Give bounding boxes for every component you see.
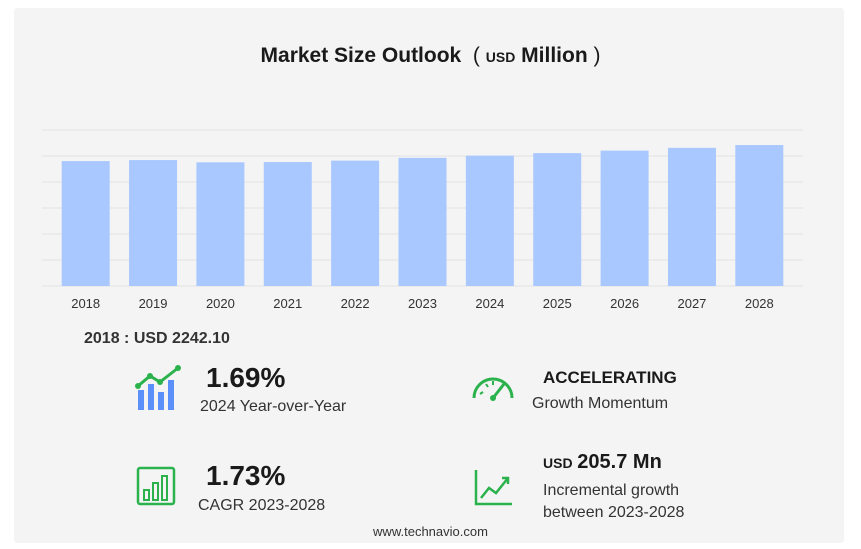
- incremental-label-line2: between 2023-2028: [543, 504, 685, 521]
- bar-2022: [331, 160, 380, 286]
- bar-2019: [129, 160, 178, 286]
- momentum-value: ACCELERATING: [543, 368, 677, 387]
- title-unit-close: ): [587, 44, 601, 67]
- yoy-value: 1.69%: [206, 362, 286, 393]
- momentum-label: Growth Momentum: [532, 395, 669, 412]
- bar-2021: [263, 162, 312, 286]
- cagr-label: CAGR 2023-2028: [198, 497, 326, 514]
- bar-2028: [735, 145, 784, 286]
- x-tick-label-2026: 2026: [610, 296, 639, 311]
- incremental-amount: 205.7 Mn: [577, 451, 662, 473]
- bar-2023: [398, 157, 447, 286]
- bar-2018: [61, 161, 110, 286]
- x-tick-label-2018: 2018: [71, 296, 100, 311]
- bar-2025: [533, 153, 582, 286]
- x-tick-label-2019: 2019: [139, 296, 168, 311]
- growth-chart-icon: [135, 365, 181, 410]
- x-tick-label-2025: 2025: [543, 296, 572, 311]
- bar-2026: [600, 150, 649, 286]
- bar-2024: [465, 155, 514, 286]
- chart-title-text: Market Size Outlook: [260, 44, 462, 67]
- x-tick-label-2020: 2020: [206, 296, 235, 311]
- base-year-value: 2018 : USD 2242.10: [84, 330, 230, 347]
- title-unit-prefix: USD: [485, 49, 516, 65]
- x-tick-label-2022: 2022: [341, 296, 370, 311]
- incremental-prefix: USD: [543, 455, 573, 471]
- bar-chart: 2018 2019 2020 2021 2022 2023 2024 2025 2026 2027…: [42, 129, 803, 311]
- bar-2027: [667, 147, 716, 286]
- bar-chart-icon: [136, 466, 176, 506]
- yoy-label: 2024 Year-over-Year: [200, 398, 347, 415]
- x-tick-label-2027: 2027: [677, 296, 706, 311]
- speedometer-icon: [472, 377, 514, 401]
- title-unit-open: (: [467, 44, 486, 67]
- x-tick-label-2023: 2023: [408, 296, 437, 311]
- x-tick-label-2028: 2028: [745, 296, 774, 311]
- title-unit: Million: [521, 44, 588, 67]
- x-tick-label-2024: 2024: [475, 296, 504, 311]
- bar-2020: [196, 162, 245, 286]
- incremental-value: USD 205.7 Mn: [543, 451, 662, 474]
- trend-line-icon: [474, 470, 512, 506]
- incremental-label-line1: Incremental growth: [543, 482, 680, 499]
- source-footer: www.technavio.com: [373, 524, 488, 539]
- chart-title: Market Size Outlook ( USD Million ): [0, 44, 861, 68]
- cagr-value: 1.73%: [206, 460, 286, 491]
- x-tick-label-2021: 2021: [273, 296, 302, 311]
